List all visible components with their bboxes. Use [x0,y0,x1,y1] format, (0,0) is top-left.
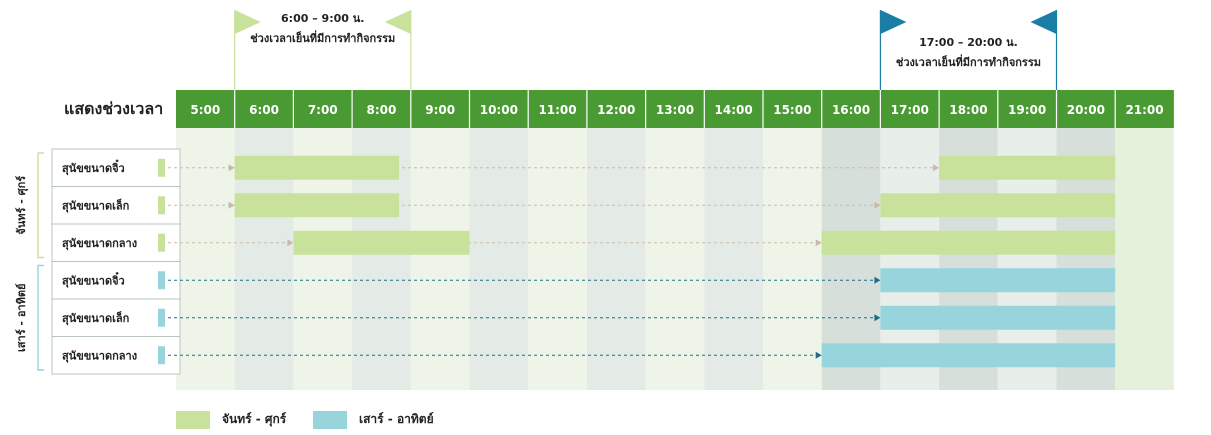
hour-column [1115,128,1174,390]
hour-label: 14:00 [715,103,753,117]
time-bar [939,155,1116,180]
bar-arrowhead [228,164,235,172]
row-color-tag [158,158,165,177]
hour-column [763,128,822,390]
row-label: สุนัขขนาดจิ๋ว [62,159,125,176]
group-label: เสาร์ - อาทิตย์ [15,284,28,352]
hour-column [176,128,235,390]
legend-weekend-swatch [313,410,347,429]
window-description: ช่วงเวลาเย็นที่มีการทำกิจกรรม [896,54,1041,69]
row-color-tag [158,233,165,252]
bar-arrowhead [874,276,881,284]
row-color-tag [158,196,165,215]
hour-column [410,128,470,390]
time-bar [880,193,1116,218]
group-bracket [37,152,44,259]
bar-arrowhead [933,164,940,172]
bar-arrowhead [874,314,881,322]
hour-column [704,128,763,390]
hour-label: 18:00 [949,103,987,117]
window-time-label: 6:00 – 9:00 น. [281,12,364,25]
hour-label: 20:00 [1067,103,1105,117]
hour-column [469,128,529,390]
row-color-tag [158,308,165,327]
group-label: จันทร์ - ศุกร์ [15,176,29,235]
time-bar [293,230,470,255]
hour-label: 9:00 [425,103,455,117]
schedule-chart: แสดงช่วงเวลา 5:00 6:00 7:00 8:00 9:00 10:00 11:… [15,10,1174,390]
hour-column [645,128,705,390]
window-time-label: 17:00 – 20:00 น. [919,36,1018,49]
row-label: สุนัขขนาดเล็ก [62,311,130,326]
row-label: สุนัขขนาดกลาง [62,349,137,363]
window-end-flag [1030,10,1057,34]
time-bar [880,268,1116,293]
hour-label: 11:00 [538,103,576,117]
hour-column [528,128,587,390]
header-label: แสดงช่วงเวลา [64,99,163,118]
row-color-tag [158,271,165,290]
legend-weekend-label: เสาร์ - อาทิตย์ [359,412,434,426]
time-bar [821,343,1116,368]
window-start-flag [234,10,261,34]
window-description: ช่วงเวลาเย็นที่มีการทำกิจกรรม [250,30,395,45]
bar-arrowhead [815,351,822,359]
hour-label: 17:00 [891,103,929,117]
bar-arrowhead [228,201,235,209]
hour-label: 6:00 [249,103,279,117]
time-bar [234,155,400,180]
hour-label: 19:00 [1008,103,1046,117]
row-label: สุนัขขนาดกลาง [62,237,137,251]
row-label-box [51,298,181,337]
hour-label: 15:00 [773,103,811,117]
window-end-flag [384,10,411,34]
time-bar [234,193,400,218]
window-start-flag [880,10,907,34]
bar-arrowhead [287,239,294,247]
hour-label: 16:00 [832,103,870,117]
time-bar [821,230,1116,255]
legend-weekday-label: จันทร์ - ศุกร์ [222,412,287,426]
hour-label: 12:00 [597,103,635,117]
legend-weekday: จันทร์ - ศุกร์ [176,410,286,429]
hour-label: 21:00 [1125,103,1163,117]
hour-label: 13:00 [656,103,694,117]
hour-column [586,128,646,390]
row-color-tag [158,346,165,365]
legend-weekday-swatch [176,410,210,429]
row-label: สุนัขขนาดเล็ก [62,198,130,213]
header-bar [176,90,1174,128]
bar-arrowhead [874,201,881,209]
bar-arrowhead [815,239,822,247]
time-bar [880,305,1116,330]
row-label: สุนัขขนาดจิ๋ว [62,272,125,289]
legend-weekend: เสาร์ - อาทิตย์ [313,410,434,429]
hour-label: 5:00 [190,103,220,117]
hour-label: 10:00 [480,103,518,117]
group-bracket [37,264,44,371]
hour-label: 7:00 [308,103,338,117]
hour-label: 8:00 [367,103,397,117]
